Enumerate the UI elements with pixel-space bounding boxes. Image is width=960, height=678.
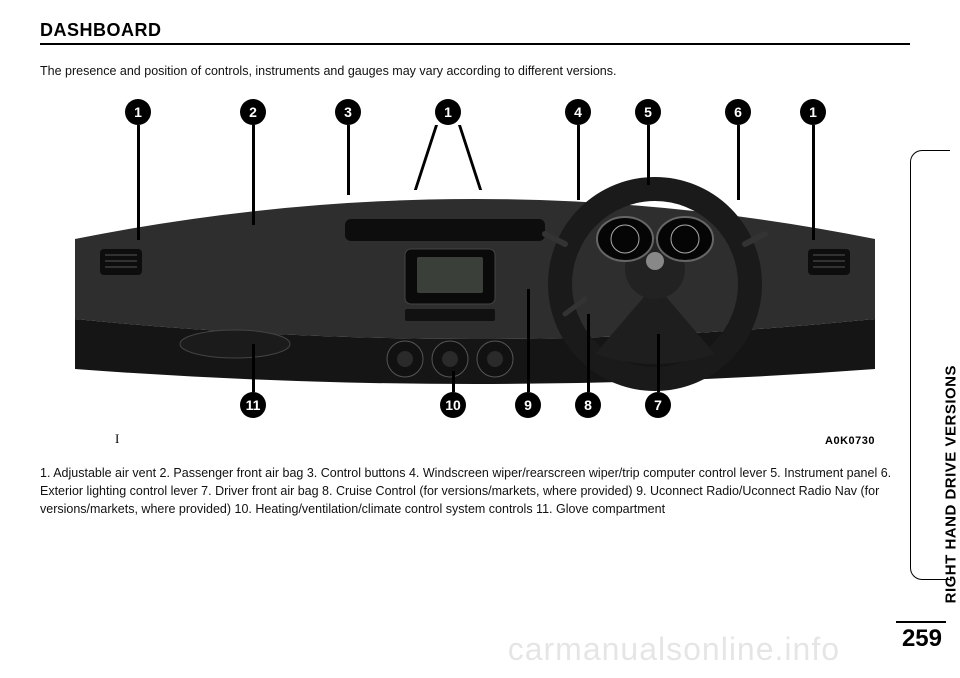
dashboard-illustration (65, 149, 885, 399)
callout-line (252, 344, 255, 392)
page-title: DASHBOARD (40, 20, 910, 41)
page-number-rule (896, 621, 946, 623)
callout-line (647, 125, 650, 185)
callout-num: 7 (654, 397, 662, 413)
callout-1c: 1 (800, 99, 826, 125)
callout-line (657, 334, 660, 392)
callout-num: 1 (809, 104, 817, 120)
intro-text: The presence and position of controls, i… (40, 63, 910, 81)
callout-line (577, 125, 580, 200)
callout-line (527, 289, 530, 392)
dashboard-figure: 1 2 3 1 4 5 6 1 11 10 9 8 7 I A0K0730 (65, 99, 885, 419)
callout-num: 6 (734, 104, 742, 120)
legend-text: 1. Adjustable air vent 2. Passenger fron… (40, 464, 910, 518)
callout-num: 2 (249, 104, 257, 120)
figure-label: I (115, 431, 119, 447)
title-underline (40, 43, 910, 45)
callout-1b: 1 (435, 99, 461, 125)
callout-line (812, 125, 815, 240)
callout-3: 3 (335, 99, 361, 125)
side-tab-label: RIGHT HAND DRIVE VERSIONS (942, 365, 959, 603)
callout-num: 11 (246, 397, 261, 413)
figure-code: A0K0730 (825, 435, 875, 447)
callout-num: 10 (445, 397, 461, 413)
watermark: carmanualsonline.info (508, 631, 840, 668)
page-number: 259 (902, 625, 942, 653)
callout-line (737, 125, 740, 200)
callout-num: 9 (524, 397, 532, 413)
callout-num: 1 (134, 104, 142, 120)
callout-7: 7 (645, 392, 671, 418)
callout-2: 2 (240, 99, 266, 125)
callout-line (587, 314, 590, 392)
callout-line (137, 125, 140, 240)
callout-6: 6 (725, 99, 751, 125)
callout-10: 10 (440, 392, 466, 418)
callout-9: 9 (515, 392, 541, 418)
callout-1: 1 (125, 99, 151, 125)
callout-num: 5 (644, 104, 652, 120)
callout-11: 11 (240, 392, 266, 418)
callout-line (452, 371, 455, 392)
callout-num: 3 (344, 104, 352, 120)
callout-line (252, 125, 255, 225)
callout-num: 4 (574, 104, 582, 120)
callout-num: 1 (444, 104, 452, 120)
callout-5: 5 (635, 99, 661, 125)
callout-4: 4 (565, 99, 591, 125)
page: DASHBOARD The presence and position of c… (40, 20, 910, 660)
callout-num: 8 (584, 397, 592, 413)
callout-line (347, 125, 350, 195)
callout-8: 8 (575, 392, 601, 418)
